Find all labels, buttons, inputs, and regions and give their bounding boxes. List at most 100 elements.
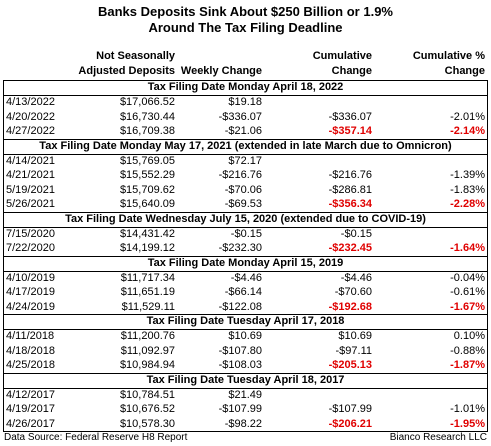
value-cell: $15,552.29: [119, 169, 175, 181]
value-cell: -1.01%: [450, 403, 485, 415]
value-cell: -$70.06: [224, 183, 262, 196]
column-header: Change: [444, 65, 485, 77]
value-cell: $14,199.12: [119, 242, 175, 254]
rule: [3, 95, 488, 96]
value-cell: $17,066.52: [119, 96, 175, 108]
section-heading: Tax Filing Date Wednesday July 15, 2020 …: [65, 212, 426, 225]
value-cell: $11,717.34: [120, 271, 175, 284]
value-cell: -$286.81: [328, 183, 372, 196]
date-cell: 7/22/2020: [6, 242, 55, 254]
section-heading: Tax Filing Date Monday May 17, 2021 (ext…: [39, 139, 452, 152]
value-cell: -$4.46: [230, 271, 262, 284]
section-heading: Tax Filing Date Tuesday April 17, 2018: [146, 315, 345, 327]
value-cell: -$205.13: [328, 359, 372, 371]
column-header: Cumulative %: [412, 50, 485, 62]
value-cell: -2.01%: [450, 110, 485, 123]
value-cell: $10.69: [338, 330, 372, 342]
rule: [3, 387, 488, 389]
date-cell: 4/27/2022: [6, 125, 55, 137]
value-cell: -$357.14: [328, 125, 372, 137]
date-cell: 4/25/2018: [6, 359, 55, 371]
rule: [3, 372, 488, 374]
value-cell: -1.95%: [450, 417, 485, 430]
date-cell: 7/15/2020: [6, 227, 55, 240]
title: Around The Tax Filing Deadline: [148, 20, 343, 35]
date-cell: 4/26/2017: [6, 417, 55, 430]
value-cell: -$107.99: [328, 403, 372, 415]
section-heading: Tax Filing Date Monday April 18, 2022: [147, 81, 344, 93]
value-cell: $10,578.30: [119, 417, 175, 430]
title: Banks Deposits Sink About $250 Billion o…: [98, 4, 393, 19]
value-cell: $15,640.09: [119, 198, 175, 210]
date-cell: 4/11/2018: [6, 330, 55, 342]
value-cell: 0.10%: [453, 330, 485, 342]
value-cell: $10.69: [228, 330, 262, 342]
rule: [3, 314, 488, 315]
rule: [3, 270, 488, 272]
value-cell: -$336.07: [218, 110, 262, 123]
value-cell: -$336.07: [328, 110, 372, 123]
value-cell: -2.14%: [450, 125, 485, 137]
value-cell: $16,709.38: [119, 125, 175, 137]
date-cell: 4/21/2021: [6, 169, 55, 181]
value-cell: -$216.76: [328, 169, 372, 181]
value-cell: -0.04%: [450, 271, 485, 284]
source-note: Data Source: Federal Reserve H8 Report: [4, 432, 188, 443]
value-cell: $11,092.97: [120, 344, 175, 357]
rule: [3, 329, 488, 330]
date-cell: 4/17/2019: [6, 286, 55, 298]
value-cell: -$70.60: [334, 286, 372, 298]
value-cell: -$122.08: [218, 300, 262, 313]
section-heading: Tax Filing Date Monday April 15, 2019: [147, 256, 344, 269]
date-cell: 4/13/2022: [6, 96, 55, 108]
value-cell: $11,651.19: [120, 286, 175, 298]
rule: [3, 211, 488, 213]
value-cell: -$232.45: [328, 242, 372, 254]
column-header: Adjusted Deposits: [78, 65, 175, 77]
value-cell: $10,676.52: [119, 403, 175, 415]
value-cell: -$0.15: [340, 227, 372, 240]
column-header: Change: [331, 65, 372, 77]
date-cell: 4/24/2019: [6, 300, 55, 313]
value-cell: $19.18: [228, 96, 262, 108]
value-cell: $11,200.76: [120, 330, 175, 342]
value-cell: -$66.14: [224, 286, 262, 298]
column-header: Not Seasonally: [96, 50, 175, 62]
credit: Bianco Research LLC: [389, 432, 487, 443]
value-cell: -$4.46: [340, 271, 372, 284]
value-cell: -$97.11: [335, 344, 373, 357]
value-cell: $15,769.05: [119, 154, 175, 167]
section-heading: Tax Filing Date Tuesday April 18, 2017: [146, 373, 345, 386]
value-cell: -1.87%: [450, 359, 485, 371]
date-cell: 5/26/2021: [6, 198, 55, 210]
rule: [3, 80, 4, 432]
date-cell: 4/12/2017: [6, 388, 55, 401]
value-cell: -0.88%: [450, 344, 485, 357]
value-cell: -$108.03: [218, 359, 262, 371]
rule: [3, 431, 488, 432]
value-cell: -1.39%: [450, 169, 485, 181]
value-cell: -1.67%: [450, 300, 485, 313]
value-cell: -$206.21: [328, 417, 372, 430]
value-cell: $11,529.11: [121, 300, 175, 313]
rule: [3, 138, 488, 140]
rule: [3, 226, 488, 228]
value-cell: -1.64%: [450, 242, 485, 254]
date-cell: 5/19/2021: [6, 183, 55, 196]
value-cell: -$21.06: [224, 125, 262, 137]
rule: [3, 255, 488, 257]
value-cell: -$192.68: [328, 300, 372, 313]
value-cell: -$232.30: [218, 242, 262, 254]
column-header: Cumulative: [312, 50, 372, 62]
date-cell: 4/18/2018: [6, 344, 55, 357]
value-cell: -2.28%: [450, 198, 485, 210]
column-header: Weekly Change: [180, 65, 262, 77]
date-cell: 4/20/2022: [6, 110, 55, 123]
date-cell: 4/14/2021: [6, 154, 55, 167]
value-cell: $16,730.44: [119, 110, 175, 123]
rule: [487, 80, 488, 432]
date-cell: 4/19/2017: [6, 403, 55, 415]
value-cell: -$356.34: [328, 198, 372, 210]
value-cell: $10,984.94: [119, 359, 175, 371]
